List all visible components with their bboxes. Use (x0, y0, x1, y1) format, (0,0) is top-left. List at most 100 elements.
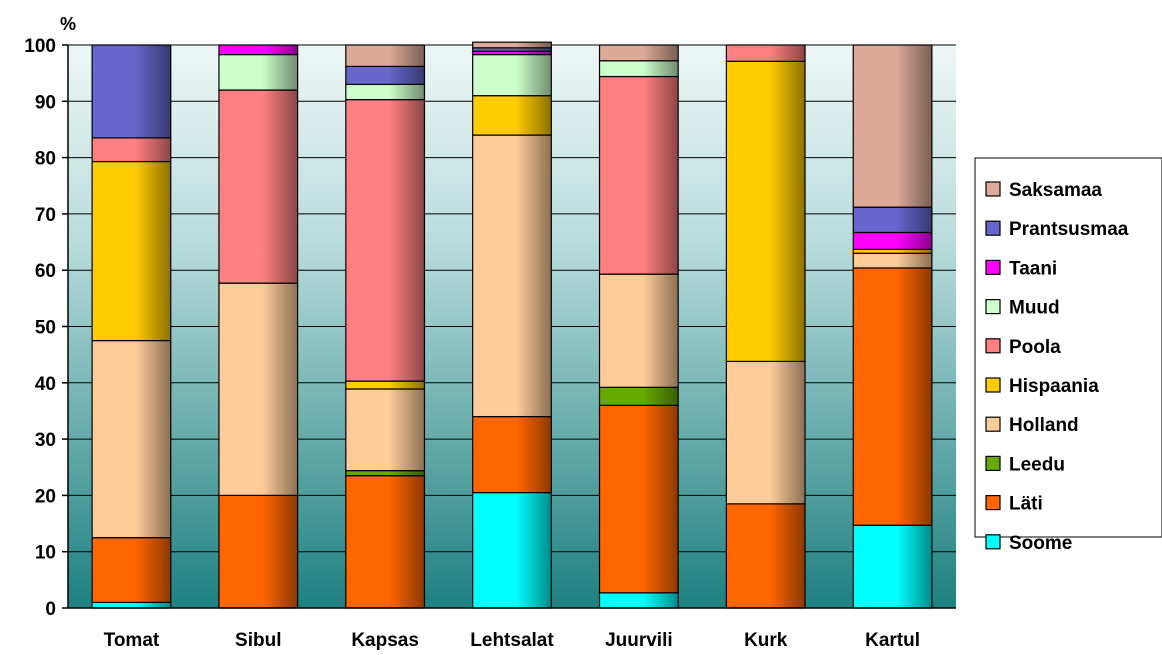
legend-box (974, 157, 1162, 538)
legend-label: Poola (1009, 337, 1061, 358)
legend-swatch (985, 259, 1001, 275)
legend-label: Muud (1009, 298, 1060, 319)
bar-segment-muud (345, 83, 426, 101)
bar-segment-holland (218, 282, 299, 496)
legend-swatch (985, 338, 1001, 354)
bar-segment-soome (472, 491, 552, 609)
legend-item-läti: Läti (985, 494, 1043, 515)
y-axis-label: % (60, 14, 76, 34)
bar-segment-läti (218, 494, 299, 609)
bar-segment-holland (472, 134, 552, 418)
legend-swatch (985, 220, 1001, 236)
bar-segment-poola (218, 89, 299, 284)
y-axis-ticks: 0 10 20 30 40 50 60 70 80 90 100 (24, 36, 68, 620)
bar-segment-muud (472, 53, 552, 97)
bar-segment-hispaania (725, 60, 806, 363)
x-tick-label: Tomat (104, 630, 160, 651)
x-tick-label: Juurvili (605, 630, 673, 651)
bar-segment-saksamaa (345, 44, 426, 67)
plot-area (67, 41, 956, 609)
bar-segment-saksamaa (598, 44, 679, 62)
legend-swatch (985, 181, 1001, 197)
y-tick-label: 30 (35, 430, 56, 451)
y-tick-label: 10 (35, 543, 56, 564)
bar-segment-läti (472, 415, 552, 494)
bar-segment-holland (91, 339, 172, 539)
bar-segment-prantsusmaa (91, 44, 172, 139)
legend-label: Hispaania (1009, 376, 1099, 397)
legend-item-taani: Taani (985, 258, 1057, 279)
x-tick-label: Kartul (865, 630, 920, 651)
bars (91, 41, 933, 609)
bar-segment-läti (852, 267, 933, 526)
bar-segment-poola (598, 75, 679, 275)
legend-item-hispaania: Hispaania (985, 376, 1099, 397)
legend-item-muud: Muud (985, 298, 1060, 319)
bar-segment-soome (598, 592, 679, 609)
legend-swatch (985, 534, 1001, 550)
legend-item-soome: Soome (985, 533, 1072, 554)
x-tick-label: Kapsas (351, 630, 419, 651)
legend-swatch (985, 299, 1001, 315)
legend-label: Soome (1009, 533, 1072, 554)
legend-label: Läti (1009, 494, 1043, 515)
bar-segment-soome (852, 524, 933, 609)
legend-label: Prantsusmaa (1009, 219, 1129, 240)
bar-segment-muud (598, 60, 679, 78)
bar-segment-holland (345, 388, 426, 472)
bar-segment-poola (725, 44, 806, 62)
x-tick-label: Sibul (235, 630, 281, 651)
legend-item-leedu: Leedu (985, 454, 1065, 475)
bar-segment-taani (218, 44, 299, 56)
bar-segment-taani (852, 231, 933, 250)
legend-item-saksamaa: Saksamaa (985, 180, 1102, 201)
bar-segment-prantsusmaa (345, 65, 426, 86)
bar-stack-kartul (852, 44, 933, 609)
bar-stack-kurk (725, 44, 806, 609)
legend-label: Saksamaa (1009, 180, 1102, 201)
y-tick-label: 70 (35, 205, 56, 226)
bar-stack-lehtsalat (472, 41, 552, 609)
x-tick-label: Kurk (744, 630, 788, 651)
legend-swatch (985, 455, 1001, 471)
legend: Saksamaa Prantsusmaa Taani Muud Poola Hispaan… (974, 157, 1162, 554)
legend-swatch (985, 377, 1001, 393)
bar-stack-juurvili (598, 44, 679, 609)
x-tick-label: Lehtsalat (470, 630, 554, 651)
bar-segment-muud (218, 53, 299, 91)
legend-swatch (985, 416, 1001, 432)
bar-segment-saksamaa (472, 41, 552, 49)
bar-segment-poola (91, 137, 172, 163)
bar-segment-poola (345, 99, 426, 382)
y-tick-label: 60 (35, 261, 56, 282)
bar-segment-hispaania (472, 95, 552, 136)
x-axis-labels: Tomat Sibul Kapsas Lehtsalat Juurvili Kurk Kar… (104, 630, 920, 651)
bar-segment-soome (91, 601, 172, 609)
y-tick-label: 100 (24, 36, 56, 57)
bar-segment-hispaania (91, 160, 172, 342)
legend-item-prantsusmaa: Prantsusmaa (985, 219, 1129, 240)
legend-label: Leedu (1009, 454, 1065, 475)
y-tick-label: 20 (35, 486, 56, 507)
bar-segment-holland (598, 273, 679, 388)
legend-item-holland: Holland (985, 415, 1079, 436)
y-tick-label: 0 (45, 599, 56, 620)
bar-segment-hispaania (345, 380, 426, 390)
bar-segment-prantsusmaa (852, 206, 933, 234)
bar-segment-leedu (345, 470, 426, 477)
bar-segment-läti (725, 503, 806, 609)
bar-segment-läti (345, 475, 426, 609)
bar-stack-kapsas (345, 44, 426, 609)
bar-stack-sibul (218, 44, 299, 609)
bar-stack-tomat (91, 44, 172, 609)
legend-label: Taani (1009, 258, 1057, 279)
bar-segment-holland (852, 252, 933, 269)
y-tick-label: 80 (35, 149, 56, 170)
bar-segment-holland (725, 360, 806, 505)
bar-segment-läti (91, 537, 172, 603)
y-tick-label: 90 (35, 92, 56, 113)
legend-swatch (985, 495, 1001, 511)
bar-segment-saksamaa (852, 44, 933, 208)
bar-segment-leedu (598, 386, 679, 406)
